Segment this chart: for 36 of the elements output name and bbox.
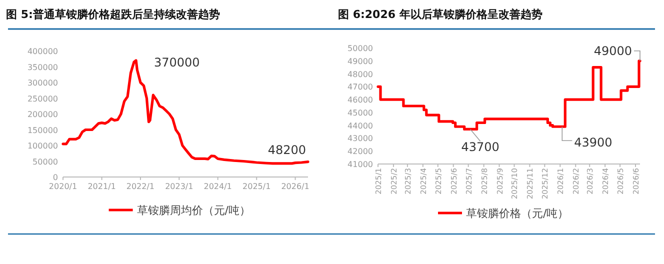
y-tick-label: 250000 — [27, 94, 58, 104]
x-tick-label: 2023/1 — [165, 182, 194, 191]
y-tick-label: 45000 — [348, 108, 373, 118]
line-series — [62, 59, 310, 165]
y-tick-label: 46000 — [348, 96, 373, 105]
y-tick-label: 47000 — [348, 82, 373, 92]
legend-label: 草铵膦周均价（元/吨） — [136, 204, 251, 217]
y-tick-label: 43000 — [348, 134, 373, 144]
x-tick-label: 2024/1 — [204, 182, 232, 191]
y-tick-label: 0 — [52, 173, 58, 182]
y-tick-label: 42000 — [348, 147, 373, 156]
y-tick-label: 300000 — [27, 78, 58, 88]
annotation: 370000 — [154, 55, 200, 70]
x-tick-label: 2022/1 — [126, 182, 155, 191]
x-tick-label: 2026/1 — [281, 182, 310, 191]
annotation: 49000 — [594, 44, 632, 58]
y-tick-label: 50000 — [32, 157, 58, 166]
y-tick-label: 50000 — [348, 44, 373, 53]
y-tick-label: 150000 — [27, 126, 58, 135]
y-tick-label: 48000 — [348, 70, 373, 79]
y-tick-label: 200000 — [27, 110, 58, 119]
y-tick-label: 41000 — [348, 160, 373, 169]
y-tick-label: 350000 — [27, 62, 58, 72]
y-tick-label: 100000 — [27, 142, 58, 150]
y-tick-label: 49000 — [348, 56, 373, 66]
x-tick-label: 2020/1 — [48, 182, 78, 191]
annotation: 48200 — [268, 142, 306, 157]
y-tick-label: 44000 — [348, 121, 373, 130]
annotation: 43700 — [461, 140, 500, 154]
chart-title: 图 6:2026 年以后草铵膦价格呈改善趋势 — [338, 8, 542, 21]
chart-title: 图 5:普通草铵膦价格超跌后呈持续改善趋势 — [6, 8, 220, 21]
legend-label: 草铵膦价格（元/吨） — [466, 207, 569, 220]
annotation: 43900 — [574, 136, 612, 150]
x-tick-label: 2025/1 — [242, 182, 271, 191]
y-tick-label: 400000 — [27, 47, 58, 56]
x-tick-label: 2021/1 — [88, 182, 116, 191]
